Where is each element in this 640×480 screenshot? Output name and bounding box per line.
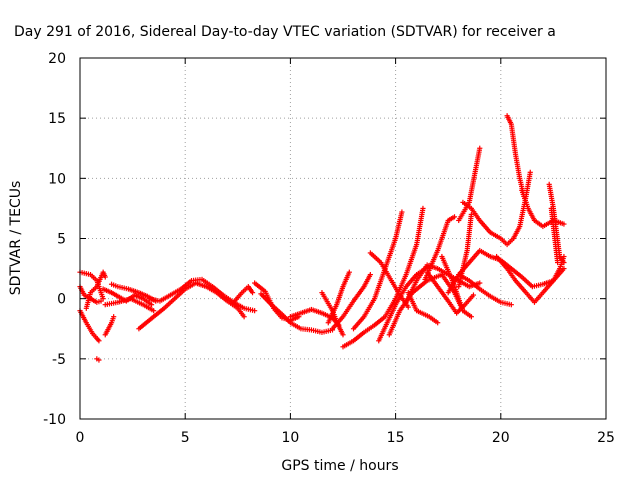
tick-labels: 0 5 10 15 20 25 -10 -5 0 5 10 15 20: [43, 51, 615, 446]
data-point: [477, 280, 483, 286]
x-axis-label: GPS time / hours: [281, 458, 398, 474]
x-tick-label: 15: [387, 430, 405, 446]
data-point: [340, 332, 346, 338]
data-point: [508, 302, 514, 308]
data-point: [460, 308, 466, 314]
data-points: [77, 113, 567, 363]
grid: [80, 58, 606, 419]
chart-title: Day 291 of 2016, Sidereal Day-to-day VTE…: [14, 24, 556, 40]
data-point: [470, 292, 477, 298]
data-point: [367, 272, 373, 278]
data-point: [451, 214, 458, 220]
y-tick-label: -10: [43, 412, 66, 428]
plot-frame: [79, 57, 607, 420]
y-tick-label: 10: [48, 171, 66, 187]
x-tick-label: 10: [281, 430, 299, 446]
y-axis-label: SDTVAR / TECUs: [8, 181, 24, 296]
data-point: [468, 211, 474, 218]
data-point: [399, 209, 405, 215]
y-tick-label: 20: [48, 51, 66, 67]
data-point: [555, 259, 561, 266]
data-point: [252, 308, 258, 314]
data-point: [405, 304, 411, 310]
y-tick-label: 0: [57, 292, 66, 308]
data-point: [148, 302, 155, 308]
data-point: [102, 274, 108, 280]
data-point: [346, 269, 352, 275]
x-tick-label: 20: [492, 430, 510, 446]
data-point: [477, 145, 483, 151]
data-point: [96, 357, 102, 363]
data-point: [561, 221, 567, 227]
data-point: [98, 298, 104, 304]
data-point: [151, 308, 157, 314]
data-point: [249, 290, 256, 296]
x-tick-label: 0: [76, 430, 85, 446]
data-point: [95, 336, 101, 343]
x-tick-label: 25: [597, 430, 615, 446]
data-point: [561, 259, 567, 266]
data-point: [111, 314, 117, 320]
data-point: [435, 320, 441, 326]
axis-ticks: [79, 57, 607, 420]
y-tick-label: 5: [57, 232, 66, 248]
x-tick-label: 5: [181, 430, 190, 446]
data-point: [523, 199, 529, 205]
y-tick-label: -5: [52, 352, 66, 368]
data-point: [527, 169, 533, 175]
data-point: [468, 314, 474, 320]
data-point: [420, 205, 426, 212]
data-point: [241, 314, 247, 320]
data-point: [96, 338, 102, 344]
data-point: [561, 265, 567, 272]
y-tick-label: 15: [48, 111, 66, 127]
